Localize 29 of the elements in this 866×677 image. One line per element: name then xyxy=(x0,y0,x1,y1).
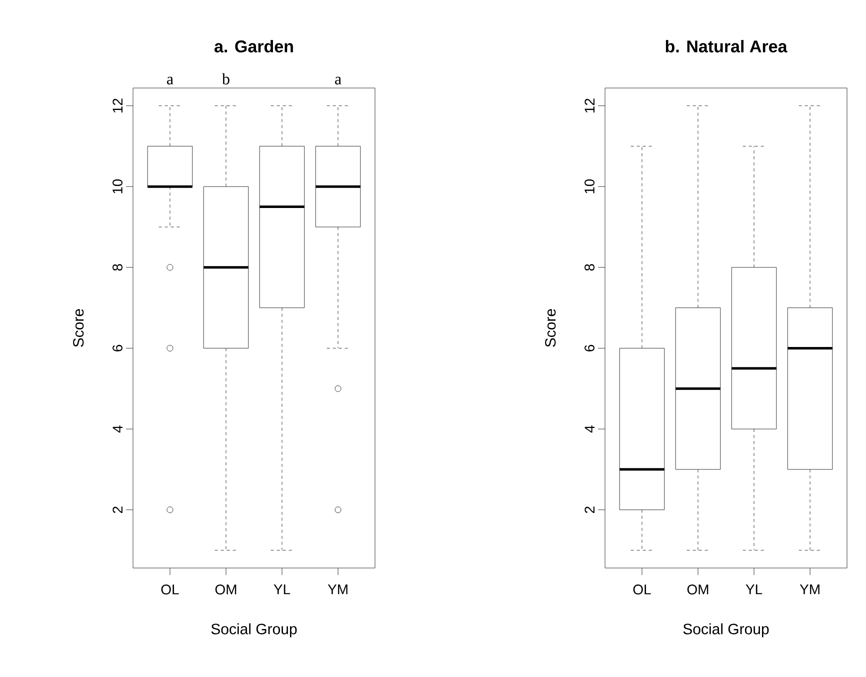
y-tick-label: 10 xyxy=(112,179,122,194)
y-axis-title: Score xyxy=(545,309,556,347)
text: a xyxy=(166,76,174,84)
y-tick-label: 8 xyxy=(112,264,122,271)
x-tick-label: YL xyxy=(746,584,762,594)
y-tick-label: 12 xyxy=(584,98,594,112)
y-tick-label: 6 xyxy=(112,344,122,352)
y-tick-label: 12 xyxy=(112,98,122,112)
y-tick-label: 2 xyxy=(112,506,122,514)
x-tick-label: OM xyxy=(687,584,708,594)
chart-title: a. Garden xyxy=(214,40,293,52)
text: a xyxy=(335,76,342,84)
y-tick-label: 2 xyxy=(584,506,594,514)
x-tick-label: YL xyxy=(274,584,290,594)
y-axis-title: Score xyxy=(73,309,84,347)
y-tick-label: 4 xyxy=(112,426,122,433)
x-tick-label: OM xyxy=(215,584,236,594)
x-axis-title: Social Group xyxy=(683,623,769,638)
x-axis-title: Social Group xyxy=(211,623,297,638)
x-tick-label: YM xyxy=(800,584,820,594)
y-tick-label: 4 xyxy=(584,426,594,433)
chart-title: b. Natural Area xyxy=(666,40,788,52)
x-tick-label: OL xyxy=(161,584,179,594)
y-tick-label: 6 xyxy=(584,344,594,352)
text: b xyxy=(222,73,230,84)
y-tick-label: 10 xyxy=(584,179,594,194)
y-tick-label: 8 xyxy=(584,264,594,271)
x-tick-label: YM xyxy=(328,584,348,594)
x-tick-label: OL xyxy=(633,584,651,594)
